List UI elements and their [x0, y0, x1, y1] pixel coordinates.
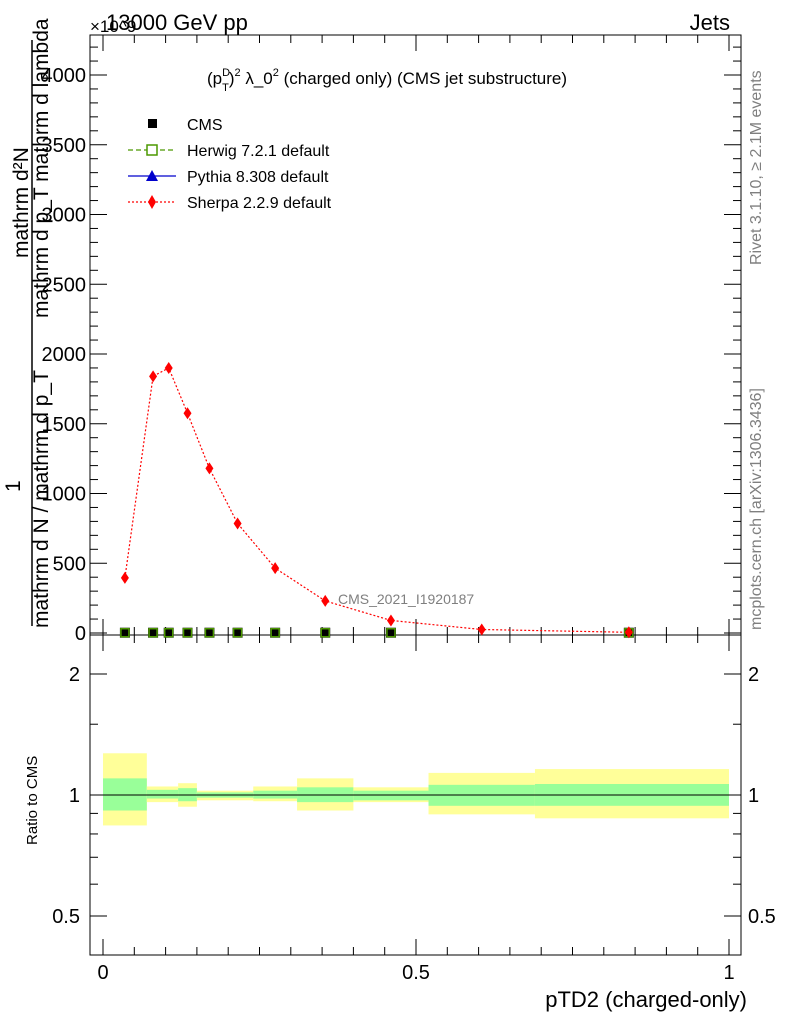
legend-entry-pythia: Pythia 8.308 default	[128, 169, 329, 186]
ratio-inner-band-0	[103, 778, 147, 811]
sherpa-point	[149, 370, 158, 383]
sherpa-point	[183, 407, 192, 420]
cms-point	[232, 627, 243, 638]
cms-point	[385, 627, 396, 638]
svg-text:CMS: CMS	[187, 117, 223, 134]
cms-point	[320, 627, 331, 638]
mcplots-label: mcplots.cern.ch [arXiv:1306.3436]	[748, 388, 765, 630]
legend-entry-cms: CMS	[148, 117, 223, 134]
herwig-point	[204, 627, 215, 638]
svg-text:mathrm d²N: mathrm d²N	[10, 147, 33, 258]
svg-text:Sherpa 2.2.9 default: Sherpa 2.2.9 default	[187, 195, 332, 212]
series-layer	[119, 361, 634, 639]
main-y-tick-label: 500	[53, 553, 86, 575]
sherpa-point	[233, 517, 242, 530]
x-tick-label: 1	[723, 962, 734, 984]
herwig-point	[148, 627, 158, 638]
svg-text:Herwig 7.2.1 default: Herwig 7.2.1 default	[187, 143, 330, 160]
main-y-axis-label: mathrm d²N mathrm d p_T mathrm d lambda …	[2, 18, 53, 628]
main-y-tick-label: 3500	[42, 135, 87, 157]
ratio-inner-band-6	[353, 790, 429, 801]
main-y-tick-label: 2000	[42, 344, 87, 366]
ratio-y-ticks: 0.5 0.5 1 1 2 2	[52, 664, 776, 928]
main-y-ticks: 0 500 1000 1500 2000 2500 3000 3500 4000	[42, 46, 741, 645]
herwig-point	[163, 627, 174, 638]
sherpa-point	[205, 462, 214, 475]
ratio-y-tick-label: 2	[69, 664, 80, 686]
analysis-label: CMS_2021_I1920187	[338, 591, 474, 607]
main-y-tick-label: 1000	[42, 484, 87, 506]
herwig-point	[270, 627, 280, 638]
main-y-tick-label: 2500	[42, 274, 87, 296]
ratio-bands	[103, 753, 729, 826]
ratio-y-axis-label: Ratio to CMS	[24, 756, 41, 845]
ratio-y-tick-label-right: 1	[748, 785, 759, 807]
x-tick-label: 0.5	[402, 962, 430, 984]
ratio-inner-band-1	[146, 789, 179, 799]
category-label: Jets	[690, 10, 730, 35]
rivet-label: Rivet 3.1.10, ≥ 2.1M events	[748, 70, 765, 265]
svg-text:Pythia 8.308 default: Pythia 8.308 default	[187, 169, 329, 186]
herwig-point	[386, 627, 396, 638]
main-y-tick-label: 0	[75, 623, 86, 645]
x-tick-label: 0	[97, 962, 108, 984]
cms-point	[119, 627, 130, 638]
ratio-y-tick-label: 1	[69, 785, 80, 807]
sherpa-point	[164, 361, 173, 374]
cms-point	[182, 627, 193, 638]
legend-entry-herwig: Herwig 7.2.1 default	[128, 143, 330, 160]
ratio-y-tick-label: 0.5	[52, 906, 80, 928]
main-y-tick-label: 4000	[42, 65, 87, 87]
sherpa-line	[124, 367, 629, 633]
sherpa-point	[321, 594, 330, 607]
herwig-point	[232, 627, 243, 638]
sherpa-point	[386, 614, 395, 627]
main-y-tick-label: 3000	[42, 205, 87, 227]
legend: CMS Herwig 7.2.1 default Pythia 8.308 de…	[128, 117, 332, 212]
cms-point	[148, 627, 159, 638]
svg-text:1: 1	[2, 480, 25, 492]
sherpa-point	[477, 623, 486, 636]
herwig-point	[120, 627, 130, 638]
sherpa-point	[120, 571, 129, 584]
plot-title: (pD T)2 λ_02 (charged only) (CMS jet subs…	[207, 67, 567, 94]
energy-label: 13000 GeV pp	[106, 10, 248, 35]
ratio-y-tick-label-right: 0.5	[748, 906, 776, 928]
legend-entry-sherpa: Sherpa 2.2.9 default	[128, 195, 332, 212]
herwig-point	[182, 627, 193, 638]
cms-point	[204, 627, 215, 638]
sherpa-point	[271, 562, 280, 575]
cms-point	[163, 627, 174, 638]
x-axis-label: pTD2 (charged-only)	[545, 987, 747, 1012]
main-y-tick-label: 1500	[42, 414, 87, 436]
multiplier-label: ×10^9	[90, 17, 136, 36]
herwig-point	[320, 627, 330, 638]
sherpa-point	[624, 626, 633, 639]
x-ticks: 0 0.5 1	[97, 35, 735, 984]
cms-point	[270, 627, 281, 638]
svg-text:mathrm d p_T mathrm d lambda: mathrm d p_T mathrm d lambda	[30, 18, 53, 318]
svg-text:mathrm d N / mathrm d p_T: mathrm d N / mathrm d p_T	[30, 370, 53, 628]
ratio-y-tick-label-right: 2	[748, 664, 759, 686]
